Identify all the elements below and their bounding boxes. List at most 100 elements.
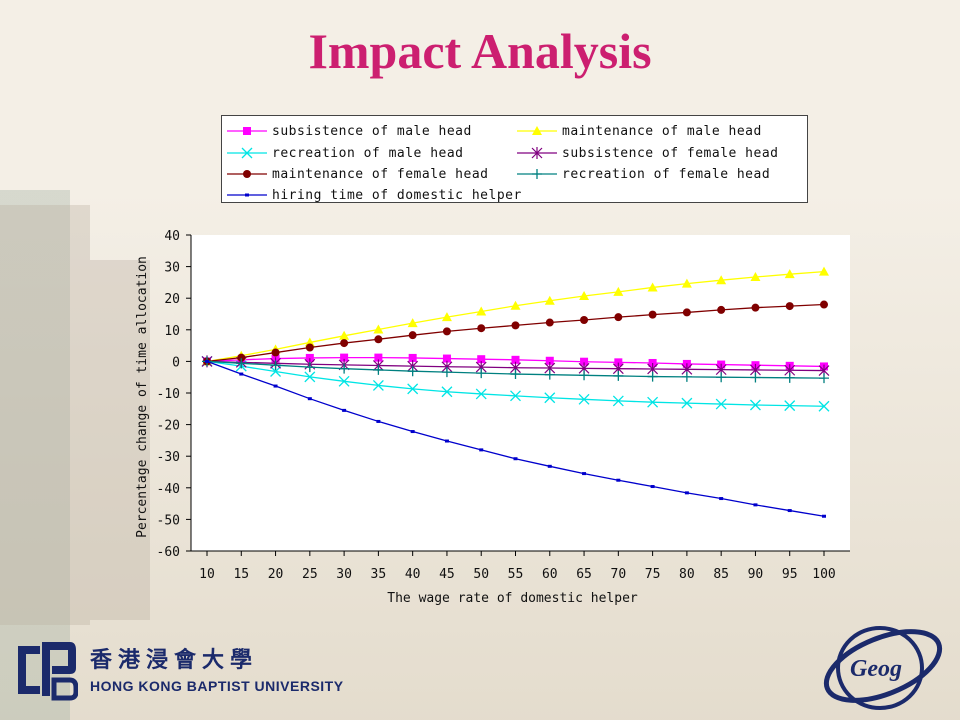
y-tick-label: -40 bbox=[157, 482, 180, 497]
data-point bbox=[510, 300, 521, 310]
x-tick-label: 40 bbox=[405, 567, 421, 582]
data-point bbox=[753, 503, 758, 507]
data-point bbox=[410, 430, 415, 434]
slide-title: Impact Analysis bbox=[308, 23, 652, 79]
data-point bbox=[270, 366, 282, 377]
x-tick-label: 55 bbox=[508, 567, 524, 582]
data-point bbox=[513, 457, 518, 461]
data-point bbox=[544, 392, 556, 404]
series-4 bbox=[203, 300, 828, 366]
data-point bbox=[239, 372, 244, 376]
geog-logo-text: Geog bbox=[850, 656, 902, 682]
data-point bbox=[616, 478, 621, 482]
series-line bbox=[206, 271, 825, 363]
y-tick-label: -20 bbox=[157, 419, 180, 434]
data-point bbox=[273, 384, 278, 388]
data-point bbox=[716, 372, 727, 383]
data-point bbox=[784, 372, 795, 383]
data-point bbox=[476, 368, 487, 379]
data-point bbox=[613, 286, 624, 296]
data-point bbox=[749, 399, 761, 411]
data-point bbox=[271, 348, 280, 357]
data-point bbox=[682, 308, 691, 317]
data-point bbox=[479, 448, 484, 452]
y-tick-label: 20 bbox=[164, 292, 180, 307]
data-point bbox=[305, 353, 314, 362]
data-point bbox=[304, 362, 315, 373]
data-point bbox=[818, 400, 830, 412]
data-point bbox=[579, 370, 590, 381]
data-point bbox=[237, 353, 246, 362]
data-point bbox=[374, 335, 383, 344]
series-1 bbox=[202, 266, 829, 366]
data-point bbox=[338, 375, 350, 387]
data-point bbox=[784, 400, 796, 412]
data-point bbox=[614, 313, 623, 322]
data-point bbox=[648, 310, 657, 319]
data-point bbox=[372, 379, 384, 391]
legend-label-subsistence-female: subsistence of female head bbox=[562, 146, 779, 161]
data-point bbox=[205, 359, 209, 363]
data-point bbox=[684, 491, 689, 495]
data-point bbox=[408, 353, 417, 362]
legend-item-recreation-female: recreation of female head bbox=[517, 164, 807, 184]
data-point bbox=[578, 393, 590, 405]
y-tick-label: 10 bbox=[164, 324, 180, 339]
y-tick-label: -30 bbox=[157, 450, 180, 465]
data-point bbox=[441, 312, 452, 322]
legend-item-recreation-male: recreation of male head bbox=[227, 143, 517, 163]
data-point bbox=[580, 316, 589, 325]
x-tick-label: 25 bbox=[302, 567, 318, 582]
data-point bbox=[307, 397, 312, 401]
x-tick-label: 75 bbox=[645, 567, 661, 582]
data-point bbox=[442, 354, 451, 363]
data-point bbox=[750, 272, 761, 282]
x-tick-label: 50 bbox=[473, 567, 489, 582]
legend-item-hiring-time: hiring time of domestic helper bbox=[227, 185, 521, 205]
data-point bbox=[647, 371, 658, 382]
data-point bbox=[475, 388, 487, 400]
data-point bbox=[374, 353, 383, 362]
legend-swatch-maintenance-male bbox=[517, 126, 557, 135]
x-tick-label: 95 bbox=[782, 567, 798, 582]
legend-marker bbox=[531, 147, 543, 159]
x-tick-label: 65 bbox=[576, 567, 592, 582]
legend-swatch-maintenance-female bbox=[227, 170, 267, 178]
data-point bbox=[614, 358, 623, 367]
data-point bbox=[407, 383, 419, 395]
data-point bbox=[545, 318, 554, 327]
data-point bbox=[510, 390, 521, 402]
data-point bbox=[511, 355, 520, 364]
chart-legend: subsistence of male head maintenance of … bbox=[221, 115, 808, 203]
data-point bbox=[544, 369, 555, 380]
data-point bbox=[339, 330, 350, 340]
series-5 bbox=[202, 356, 829, 384]
y-tick-label: 0 bbox=[172, 355, 180, 370]
data-point bbox=[822, 514, 826, 518]
series-2 bbox=[201, 355, 830, 412]
data-point bbox=[750, 372, 761, 383]
data-point bbox=[787, 509, 792, 513]
data-point bbox=[717, 305, 726, 314]
data-point bbox=[681, 278, 692, 288]
y-tick-label: -10 bbox=[157, 387, 180, 402]
x-tick-label: 45 bbox=[439, 567, 455, 582]
x-tick-label: 85 bbox=[713, 567, 729, 582]
y-axis-title: Percentage change of time allocation bbox=[135, 256, 150, 538]
legend-item-maintenance-male: maintenance of male head bbox=[517, 121, 807, 141]
data-point bbox=[819, 373, 829, 384]
data-point bbox=[715, 398, 727, 410]
legend-item-maintenance-female: maintenance of female head bbox=[227, 164, 517, 184]
x-tick-label: 80 bbox=[679, 567, 695, 582]
x-tick-label: 20 bbox=[268, 567, 284, 582]
legend-swatch-recreation-male bbox=[227, 147, 267, 159]
y-tick-label: 30 bbox=[164, 261, 180, 276]
legend-swatch-hiring-time bbox=[227, 193, 267, 197]
data-point bbox=[719, 497, 724, 501]
data-point bbox=[545, 356, 554, 365]
y-tick-label: 40 bbox=[164, 229, 180, 244]
data-point bbox=[339, 363, 350, 374]
series-line bbox=[206, 360, 825, 517]
data-point bbox=[477, 355, 486, 364]
legend-item-subsistence-female: subsistence of female head bbox=[517, 143, 807, 163]
